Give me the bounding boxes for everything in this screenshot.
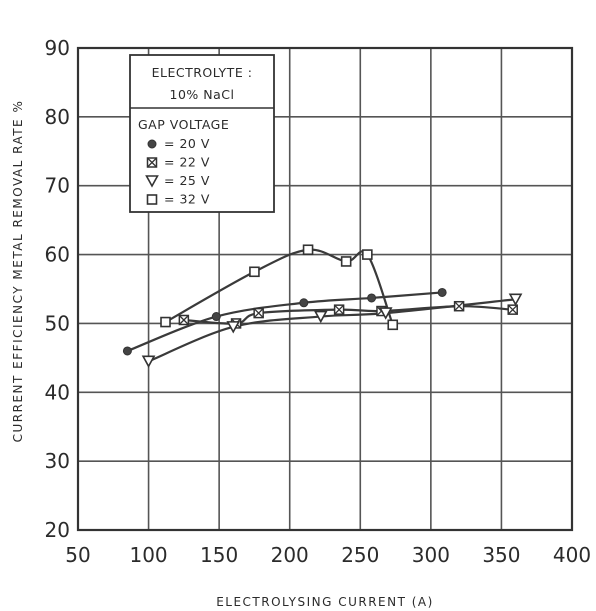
y-tick-label: 70 <box>45 174 70 198</box>
y-axis-label: CURRENT EFFICIENCY METAL REMOVAL RATE % <box>11 100 25 443</box>
y-tick-label: 50 <box>45 311 70 335</box>
x-tick-label: 100 <box>129 543 167 567</box>
data-point <box>302 244 314 256</box>
legend-entry-label: = 22 V <box>164 155 210 170</box>
marker-cross <box>334 304 345 315</box>
legend-entry-label: = 25 V <box>164 173 210 188</box>
data-point <box>211 312 221 322</box>
data-point <box>362 249 373 260</box>
marker-cross <box>178 315 189 325</box>
legend-title: ELECTROLYTE : <box>152 65 253 80</box>
plot-frame <box>76 46 574 532</box>
data-point <box>178 314 190 326</box>
legend-entries: = 20 V = 22 V = 25 V = 32 V <box>145 136 210 207</box>
x-tick-label: 350 <box>482 543 520 567</box>
legend-box <box>129 54 275 213</box>
marker-cross <box>507 304 518 315</box>
marker-cross <box>454 301 465 312</box>
data-point <box>437 287 447 297</box>
y-tick-label: 40 <box>45 380 70 404</box>
data-points <box>122 244 523 368</box>
data-point <box>453 300 465 312</box>
x-tick-label: 200 <box>271 543 309 567</box>
y-tick-label: 90 <box>45 36 70 60</box>
y-tick-label: 60 <box>45 243 70 267</box>
data-point <box>226 321 241 334</box>
x-tick-labels: 50 100 150 200 250 300 350 400 <box>65 543 591 567</box>
data-point <box>313 310 328 324</box>
data-point <box>299 298 309 308</box>
legend-marker <box>146 157 158 168</box>
data-point <box>367 293 377 303</box>
x-tick-label: 50 <box>65 543 90 567</box>
x-tick-label: 400 <box>553 543 591 567</box>
data-point <box>508 293 523 306</box>
legend-entry-label: = 20 V <box>164 136 210 151</box>
legend-entry-label: = 32 V <box>164 192 210 207</box>
x-tick-label: 150 <box>200 543 238 567</box>
data-point <box>141 355 156 368</box>
y-tick-label: 80 <box>45 105 70 129</box>
data-point <box>122 346 132 356</box>
legend-marker <box>147 139 157 149</box>
legend-marker <box>146 194 158 205</box>
data-point <box>249 266 260 278</box>
data-point <box>340 256 352 267</box>
marker-cross <box>147 157 157 168</box>
legend-electrolyte: 10% NaCl <box>170 87 235 102</box>
series-curve <box>164 248 394 326</box>
data-point <box>507 304 518 315</box>
marker-cross <box>253 308 264 319</box>
data-point <box>387 319 399 331</box>
legend-marker <box>145 175 159 188</box>
x-tick-label: 300 <box>412 543 450 567</box>
y-tick-labels: 20 30 40 50 60 70 80 90 <box>45 36 70 542</box>
y-tick-label: 30 <box>45 449 70 473</box>
x-axis-label: ELECTROLYSING CURRENT (A) <box>216 595 434 609</box>
legend-subtitle: GAP VOLTAGE <box>138 117 229 132</box>
legend: ELECTROLYTE : 10% NaCl GAP VOLTAGE = 20 … <box>129 54 275 213</box>
data-point <box>160 316 171 328</box>
data-point <box>378 307 393 320</box>
data-point <box>253 307 264 319</box>
data-point <box>333 304 345 315</box>
x-tick-label: 250 <box>341 543 379 567</box>
y-tick-label: 20 <box>45 518 70 542</box>
